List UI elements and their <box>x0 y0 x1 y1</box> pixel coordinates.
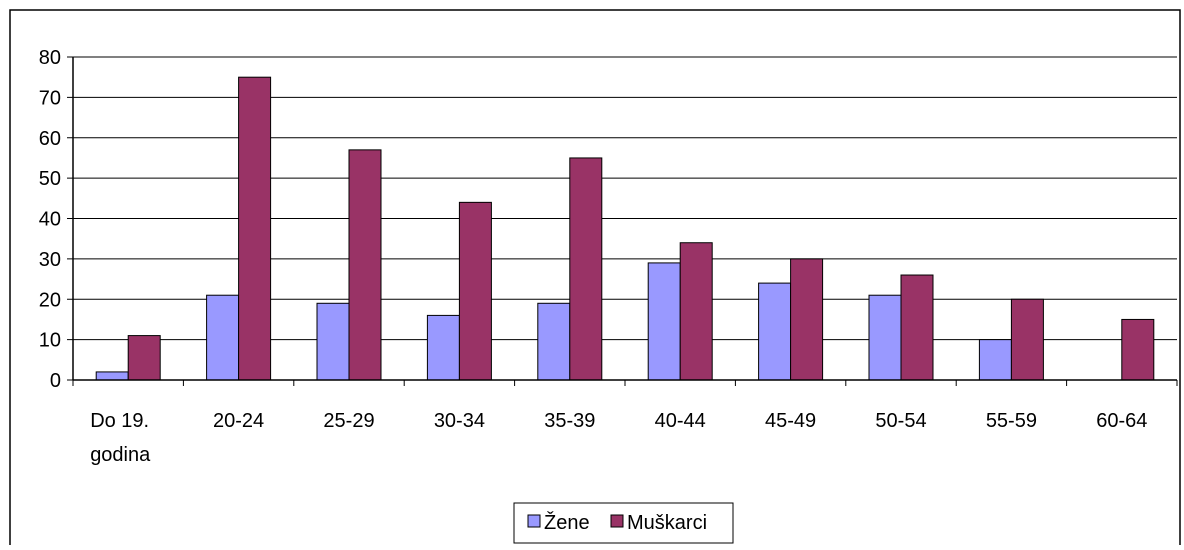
y-tick-label: 30 <box>39 249 61 271</box>
bar-muskarci <box>679 242 713 381</box>
bar-muskarci <box>790 258 824 381</box>
y-tick-label: 20 <box>39 289 61 311</box>
y-tick-labels: 0 10 20 30 40 50 60 70 80 <box>39 47 61 392</box>
x-tick-label: 55-59 <box>986 410 1037 432</box>
legend-swatch-muskarci <box>610 514 624 528</box>
y-tick-label: 10 <box>39 330 61 352</box>
bar-zene <box>537 302 571 381</box>
bar-muskarci <box>238 76 272 381</box>
bar-muskarci <box>569 157 603 381</box>
y-tick-label: 80 <box>39 47 61 69</box>
y-tick-label: 50 <box>39 168 61 190</box>
legend-label-zene: Žene <box>544 511 590 534</box>
bar-zene <box>647 262 681 381</box>
bar-zene <box>758 282 792 381</box>
bar-zene <box>316 302 350 381</box>
bar-muskarci <box>900 274 934 381</box>
bar-zene <box>978 339 1012 381</box>
bar-zene <box>206 294 240 381</box>
y-tick-label: 60 <box>39 128 61 150</box>
x-tick-label: godina <box>90 444 151 466</box>
bar-zene <box>95 371 129 381</box>
legend-swatch-zene <box>527 514 541 528</box>
y-tick-label: 70 <box>39 87 61 109</box>
bar-zene <box>426 314 460 381</box>
x-tick-label: 35-39 <box>544 410 595 432</box>
x-tick-label: 20-24 <box>213 410 264 432</box>
bars <box>95 76 1155 381</box>
bar-zene <box>868 294 902 381</box>
legend: Žene Muškarci <box>513 502 734 544</box>
x-tick-label: 40-44 <box>655 410 706 432</box>
x-tick-label: 60-64 <box>1096 410 1147 432</box>
x-tick-label: 30-34 <box>434 410 485 432</box>
bar-muskarci <box>458 201 492 381</box>
x-tick-label: 45-49 <box>765 410 816 432</box>
bar-muskarci <box>348 149 382 381</box>
legend-label-muskarci: Muškarci <box>627 512 707 534</box>
axes <box>72 57 1178 386</box>
bar-muskarci <box>127 335 161 381</box>
x-tick-label: Do 19. <box>90 410 149 432</box>
x-tick-label: 25-29 <box>323 410 374 432</box>
y-tick-label: 40 <box>39 209 61 231</box>
x-tick-labels: Do 19. godina 20-24 25-29 30-34 35-39 40-44 45-… <box>90 410 1147 466</box>
x-tick-label: 50-54 <box>875 410 926 432</box>
bar-muskarci <box>1010 298 1044 381</box>
bar-muskarci <box>1121 318 1155 381</box>
y-tick-label: 0 <box>50 370 61 392</box>
